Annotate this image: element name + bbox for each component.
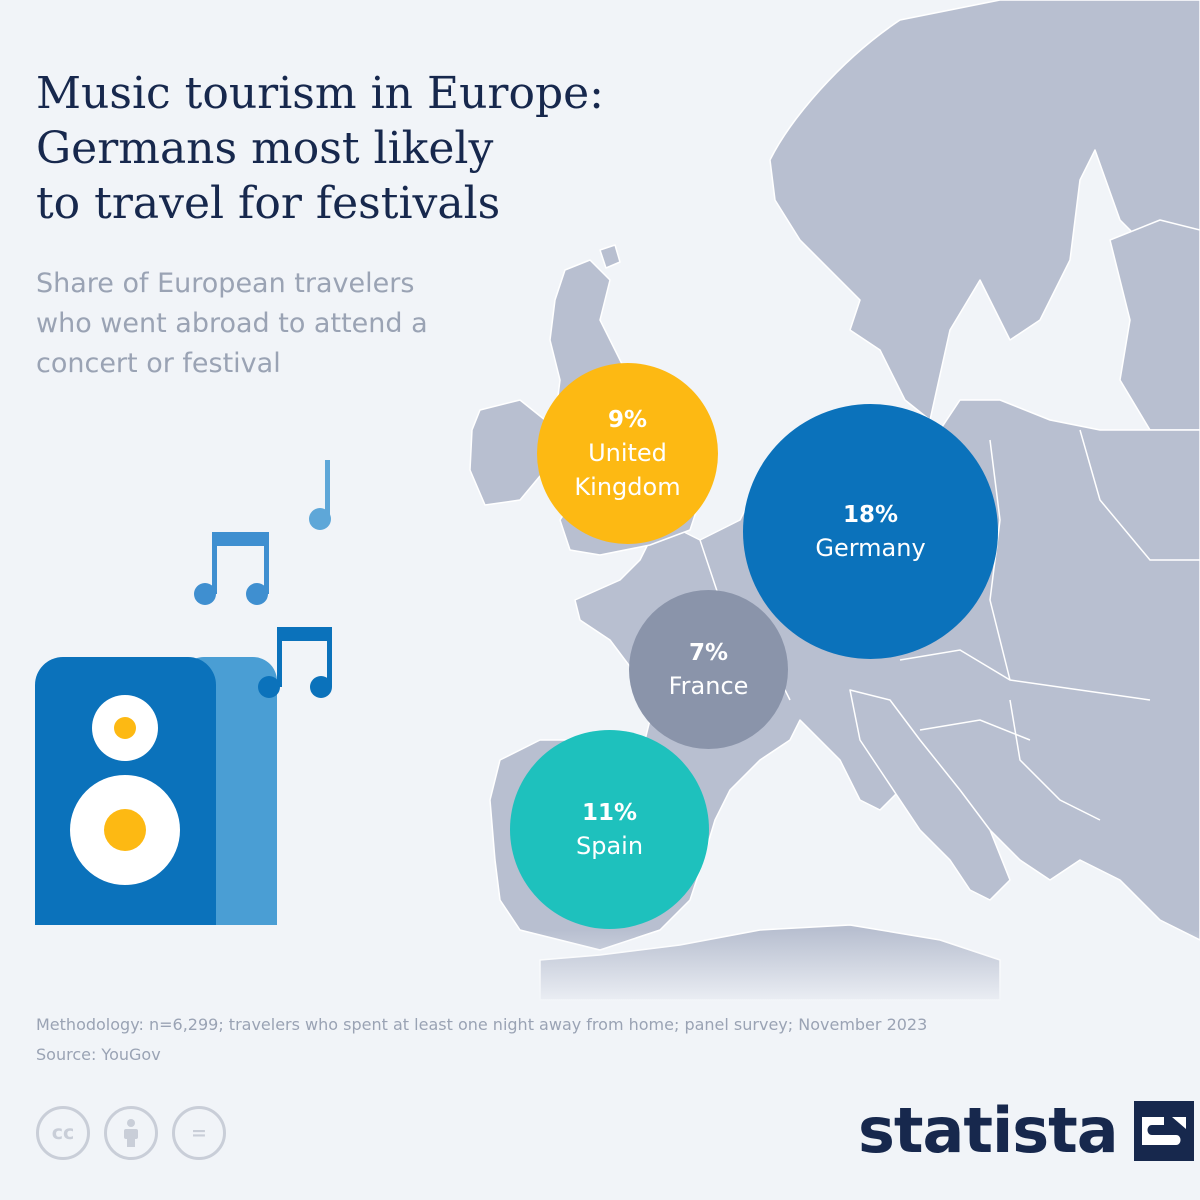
bubble-spain: 11% Spain — [510, 730, 709, 929]
country-label: France — [669, 669, 749, 703]
country-label-line-1: Spain — [575, 831, 644, 860]
statista-mark-icon — [1133, 1101, 1194, 1161]
no-derivatives-icon[interactable]: = — [172, 1106, 226, 1160]
value-label: 7% — [688, 639, 729, 666]
bubble-united-kingdom: 9% United Kingdom — [537, 363, 718, 544]
subtitle-line-3: concert or festival — [36, 348, 281, 379]
beamed-notes-icon — [258, 627, 332, 698]
music-note-icon — [309, 460, 331, 530]
finland-baltics — [1109, 219, 1200, 431]
beamed-notes-icon — [194, 532, 269, 605]
brand-name: statista — [858, 1094, 1119, 1167]
title-line-1: Music tourism in Europe: — [36, 68, 604, 119]
country-label: Germany — [815, 531, 925, 565]
title-line-2: Germans most likely — [36, 123, 494, 174]
attribution-icon[interactable] — [104, 1106, 158, 1160]
scandinavia — [769, 0, 1200, 421]
country-label: Spain — [576, 829, 643, 863]
country-label-line-1: France — [668, 671, 749, 700]
country-label-line-1: Germany — [815, 533, 926, 562]
country-label-line-1: United — [588, 438, 667, 467]
value-label: 18% — [842, 501, 899, 528]
methodology-note: Methodology: n=6,299; travelers who spen… — [36, 1015, 928, 1034]
speaker-illustration — [35, 460, 332, 925]
italy — [849, 689, 1011, 901]
ireland — [469, 399, 546, 506]
source-note: Source: YouGov — [36, 1045, 161, 1064]
bubble-germany: 18% Germany — [743, 404, 998, 659]
value-label: 9% — [607, 406, 648, 433]
title-line-3: to travel for festivals — [36, 178, 501, 229]
speaker-icon — [35, 657, 216, 925]
subtitle-line-2: who went abroad to attend a — [36, 308, 428, 339]
chart-title: Music tourism in Europe: Germans most li… — [36, 66, 736, 231]
country-label-line-2: Kingdom — [574, 472, 681, 501]
tweeter-center — [114, 717, 136, 739]
subtitle-line-1: Share of European travelers — [36, 268, 415, 299]
value-label: 11% — [581, 799, 638, 826]
iceland-islands — [599, 244, 621, 269]
chart-subtitle: Share of European travelers who went abr… — [36, 264, 506, 384]
woofer-center — [104, 809, 146, 851]
country-label: United Kingdom — [574, 436, 680, 504]
statista-logo[interactable]: statista — [858, 1096, 1194, 1166]
bubble-france: 7% France — [629, 590, 788, 749]
creative-commons-icon[interactable]: cc — [36, 1106, 90, 1160]
map-fade — [480, 930, 1200, 1010]
license-icons: cc = — [36, 1106, 226, 1160]
